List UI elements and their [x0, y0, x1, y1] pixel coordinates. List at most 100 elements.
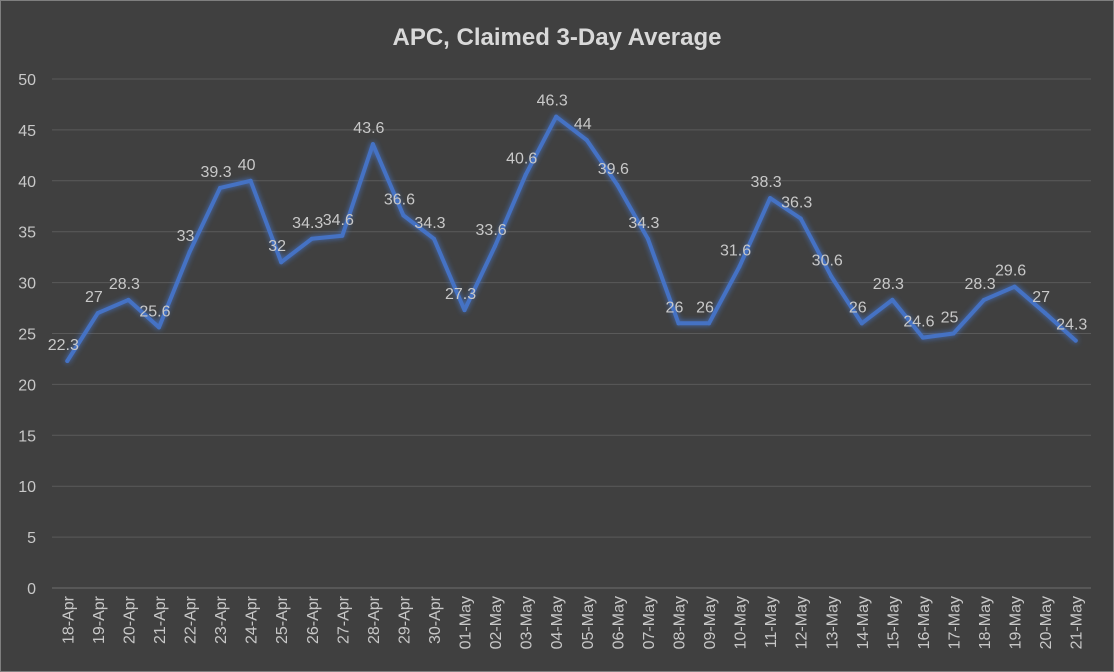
series-line-group: [65, 114, 1078, 363]
data-label: 36.3: [781, 194, 812, 211]
data-label: 34.3: [414, 215, 445, 232]
x-tick-label: 06-May: [610, 596, 627, 649]
x-tick-label: 18-May: [977, 596, 994, 649]
data-point: [248, 178, 253, 183]
x-tick-label: 17-May: [946, 596, 963, 649]
data-point: [126, 297, 131, 302]
data-point: [768, 196, 773, 201]
data-label: 46.3: [537, 93, 568, 110]
data-label: 33.6: [476, 222, 507, 239]
data-point: [218, 185, 223, 190]
data-point: [65, 358, 70, 363]
y-tick-label: 25: [18, 327, 36, 344]
data-label: 31.6: [720, 242, 751, 259]
x-axis: 18-Apr 19-Apr 20-Apr 21-Apr 22-Apr 23-Apr 24-A…: [52, 587, 1091, 649]
x-tick-label: 11-May: [763, 596, 780, 648]
data-label: 26: [849, 299, 867, 316]
data-label: 40: [238, 157, 256, 174]
data-label: 40.6: [506, 151, 537, 168]
x-tick-label: 22-Apr: [183, 595, 200, 644]
data-point: [798, 216, 803, 221]
data-label: 39.3: [201, 164, 232, 181]
data-point: [1012, 284, 1017, 289]
x-tick-label: 25-Apr: [274, 595, 291, 644]
data-label: 33: [177, 228, 195, 245]
x-tick-label: 20-May: [1038, 596, 1055, 649]
data-label: 28.3: [109, 276, 140, 293]
data-point: [829, 274, 834, 279]
y-tick-label: 15: [18, 428, 36, 445]
data-label: 44: [574, 116, 592, 133]
data-label: 25.6: [139, 303, 170, 320]
x-tick-label: 14-May: [855, 596, 872, 649]
data-label: 27.3: [445, 286, 476, 303]
data-label: 34.6: [323, 212, 354, 229]
data-point: [187, 250, 192, 255]
x-tick-label: 28-Apr: [366, 595, 383, 644]
y-tick-label: 5: [27, 530, 36, 547]
data-label: 34.3: [292, 215, 323, 232]
x-tick-label: 09-May: [702, 596, 719, 649]
y-axis: 0 5 10 15 20 25 30 35 40 45 50: [18, 72, 36, 598]
x-tick-label: 15-May: [885, 596, 902, 649]
data-label: 27: [1032, 289, 1050, 306]
y-tick-label: 0: [27, 581, 36, 598]
data-point: [401, 213, 406, 218]
x-tick-label: 10-May: [733, 596, 750, 649]
data-label: 25: [941, 310, 959, 327]
data-label: 39.6: [598, 161, 629, 178]
x-tick-label: 19-May: [1008, 596, 1025, 649]
x-tick-label: 05-May: [580, 596, 597, 649]
data-point: [523, 172, 528, 177]
data-label: 32: [268, 238, 286, 255]
data-point: [890, 297, 895, 302]
data-point: [340, 233, 345, 238]
data-label: 24.6: [903, 314, 934, 331]
y-tick-label: 35: [18, 225, 36, 242]
chart-title: APC, Claimed 3-Day Average: [392, 24, 721, 51]
data-label: 30.6: [812, 252, 843, 269]
x-tick-label: 21-May: [1069, 596, 1086, 649]
data-point: [707, 321, 712, 326]
x-tick-label: 24-Apr: [244, 595, 261, 644]
data-point: [431, 236, 436, 241]
data-point: [859, 321, 864, 326]
data-label: 27: [85, 289, 103, 306]
x-tick-label: 13-May: [824, 596, 841, 649]
data-label: 26: [666, 299, 684, 316]
data-point: [615, 182, 620, 187]
data-point: [493, 243, 498, 248]
x-tick-label: 08-May: [671, 596, 688, 649]
data-label: 38.3: [751, 174, 782, 191]
data-label: 22.3: [48, 337, 79, 354]
x-tick-label: 18-Apr: [60, 595, 77, 644]
data-point: [1073, 338, 1078, 343]
data-label: 28.3: [873, 276, 904, 293]
data-point: [462, 308, 467, 313]
data-point: [370, 142, 375, 147]
y-tick-label: 20: [18, 377, 36, 394]
data-point: [645, 236, 650, 241]
y-tick-label: 10: [18, 479, 36, 496]
data-point: [1043, 311, 1048, 316]
data-point: [156, 325, 161, 330]
y-tick-label: 45: [18, 123, 36, 140]
x-tick-label: 21-Apr: [152, 595, 169, 644]
x-tick-label: 04-May: [549, 596, 566, 649]
data-point: [279, 260, 284, 265]
data-point: [554, 114, 559, 119]
y-tick-label: 30: [18, 276, 36, 293]
data-point: [920, 335, 925, 340]
x-tick-label: 02-May: [488, 596, 505, 649]
x-tick-label: 23-Apr: [213, 595, 230, 644]
y-tick-label: 40: [18, 174, 36, 191]
data-label: 36.6: [384, 191, 415, 208]
data-label: 43.6: [353, 120, 384, 137]
x-tick-label: 30-Apr: [427, 595, 444, 644]
x-tick-label: 26-Apr: [305, 595, 322, 644]
y-tick-label: 50: [18, 72, 36, 89]
gridlines: [52, 78, 1091, 538]
